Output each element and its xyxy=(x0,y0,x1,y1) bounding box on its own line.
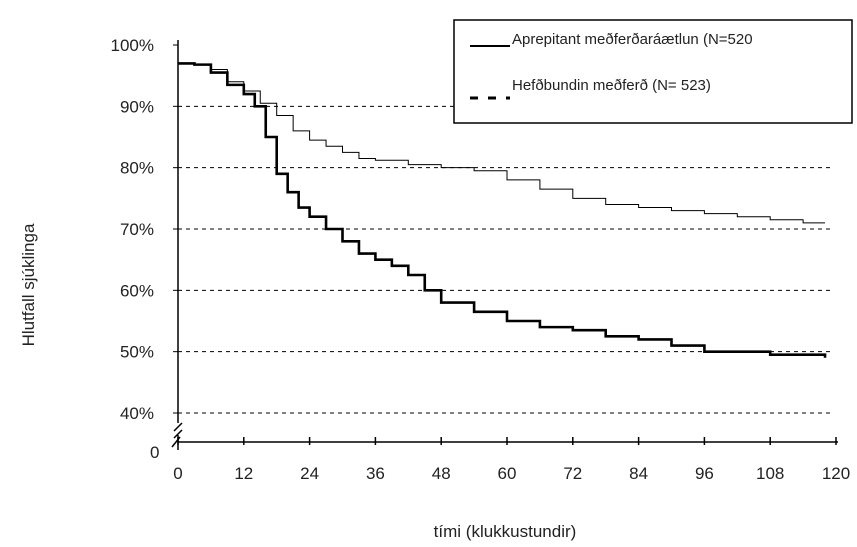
x-tick-label: 48 xyxy=(432,464,451,483)
x-tick-label: 120 xyxy=(822,464,850,483)
y-zero-label: 0 xyxy=(150,443,159,462)
y-tick-label: 60% xyxy=(120,281,154,300)
y-axis-break xyxy=(173,422,183,439)
y-tick-label: 80% xyxy=(120,159,154,178)
x-tick-label: 0 xyxy=(173,464,182,483)
x-axis-title: tími (klukkustundir) xyxy=(434,522,577,541)
series-line-hefdbundin xyxy=(178,62,827,358)
x-tick-label: 24 xyxy=(300,464,319,483)
y-axis-title: Hlutfall sjúklinga xyxy=(19,223,38,346)
series-lines xyxy=(178,62,827,358)
y-tick-label: 90% xyxy=(120,97,154,116)
y-tick-label: 40% xyxy=(120,404,154,423)
x-tick-label: 108 xyxy=(756,464,784,483)
x-tick-label: 96 xyxy=(695,464,714,483)
legend-box xyxy=(453,19,853,124)
y-tick-label: 100% xyxy=(111,36,154,55)
x-tick-label: 36 xyxy=(366,464,385,483)
x-tick-label: 60 xyxy=(498,464,517,483)
series-line-aprepitant xyxy=(178,62,826,224)
legend: Aprepitant meðferðaráætlun (N=520 Hefðbu… xyxy=(453,19,853,124)
x-tick-label: 12 xyxy=(234,464,253,483)
x-tick-label: 84 xyxy=(629,464,648,483)
y-tick-label: 70% xyxy=(120,220,154,239)
ticks: 100% 90% 80% 70% 60% 50% 40% 0 12 24 36 48 60 72 84 96 1… xyxy=(111,36,851,483)
legend-label-hefdbundin: Hefðbundin meðferð (N= 523) xyxy=(512,77,711,94)
y-tick-label: 50% xyxy=(120,343,154,362)
legend-label-aprepitant: Aprepitant meðferðaráætlun (N=520 xyxy=(512,31,753,48)
x-tick-label: 72 xyxy=(563,464,582,483)
